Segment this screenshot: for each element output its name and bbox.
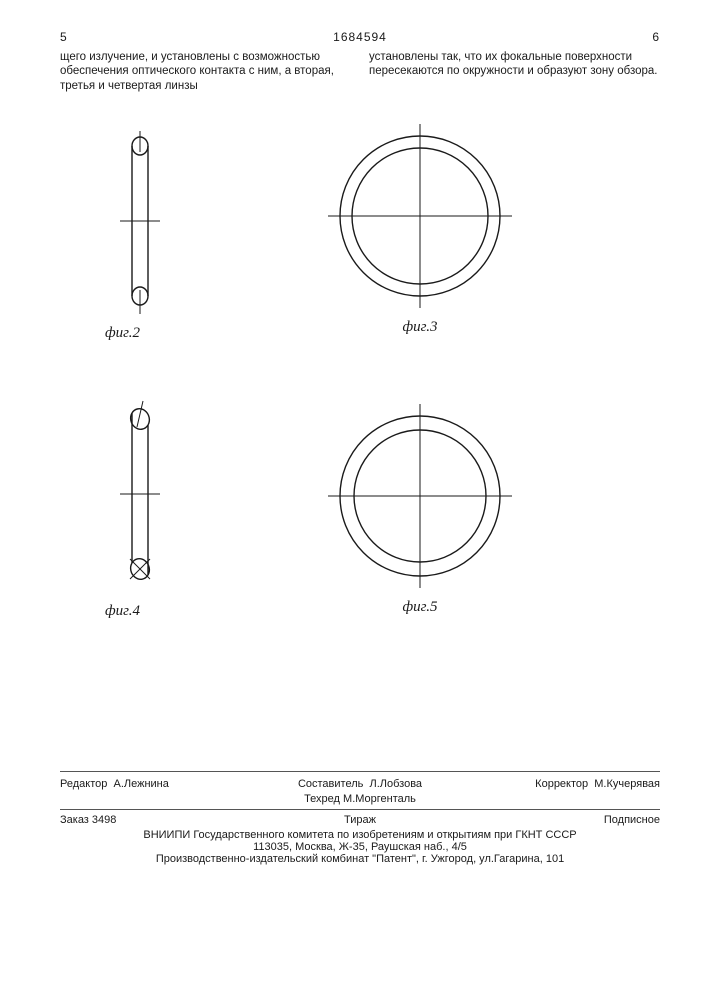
printer-block: Производственно-издательский комбинат "П… (60, 853, 660, 865)
editor: Редактор А.Лежнина (60, 778, 260, 790)
figure-4: фиг.4 (110, 391, 170, 620)
credits-block: Редактор А.Лежнина Составитель Л.Лобзова… (60, 771, 660, 865)
header-row: 5 1684594 6 (60, 30, 660, 44)
org-block: ВНИИПИ Государственного комитета по изоб… (60, 829, 660, 853)
fig3-svg (310, 111, 530, 321)
figure-3: фиг.3 (310, 111, 530, 336)
body-right: установлены так, что их фокальные поверх… (369, 50, 660, 93)
col-right: 6 (645, 30, 660, 44)
sign: Подписное (460, 814, 660, 826)
fig2-svg (110, 121, 170, 321)
printer: Производственно-издательский комбинат "П… (60, 853, 660, 865)
fig3-caption: фиг.3 (310, 319, 530, 336)
fig5-caption: фиг.5 (310, 599, 530, 616)
org: ВНИИПИ Государственного комитета по изоб… (60, 829, 660, 841)
body-text: щего излучение, и установлены с возможно… (60, 50, 660, 93)
patent-number: 1684594 (75, 30, 645, 44)
fig4-svg (110, 391, 170, 601)
order-no: Заказ 3498 (60, 814, 260, 826)
addr: 113035, Москва, Ж-35, Раушская наб., 4/5 (60, 841, 660, 853)
body-left: щего излучение, и установлены с возможно… (60, 50, 351, 93)
techred: Техред М.Моргенталь (260, 793, 460, 805)
fig5-svg (310, 391, 530, 601)
tirazh: Тираж (260, 814, 460, 826)
fig4-caption: фиг.4 (105, 603, 170, 620)
figure-2: фиг.2 (110, 121, 170, 342)
figures-area: фиг.2 фиг.3 фиг.4 фиг.5 (60, 111, 660, 651)
figure-5: фиг.5 (310, 391, 530, 616)
fig2-caption: фиг.2 (105, 325, 170, 342)
col-left: 5 (60, 30, 75, 44)
compiler: Составитель Л.Лобзова (260, 778, 460, 790)
corrector: Корректор М.Кучерявая (460, 778, 660, 790)
